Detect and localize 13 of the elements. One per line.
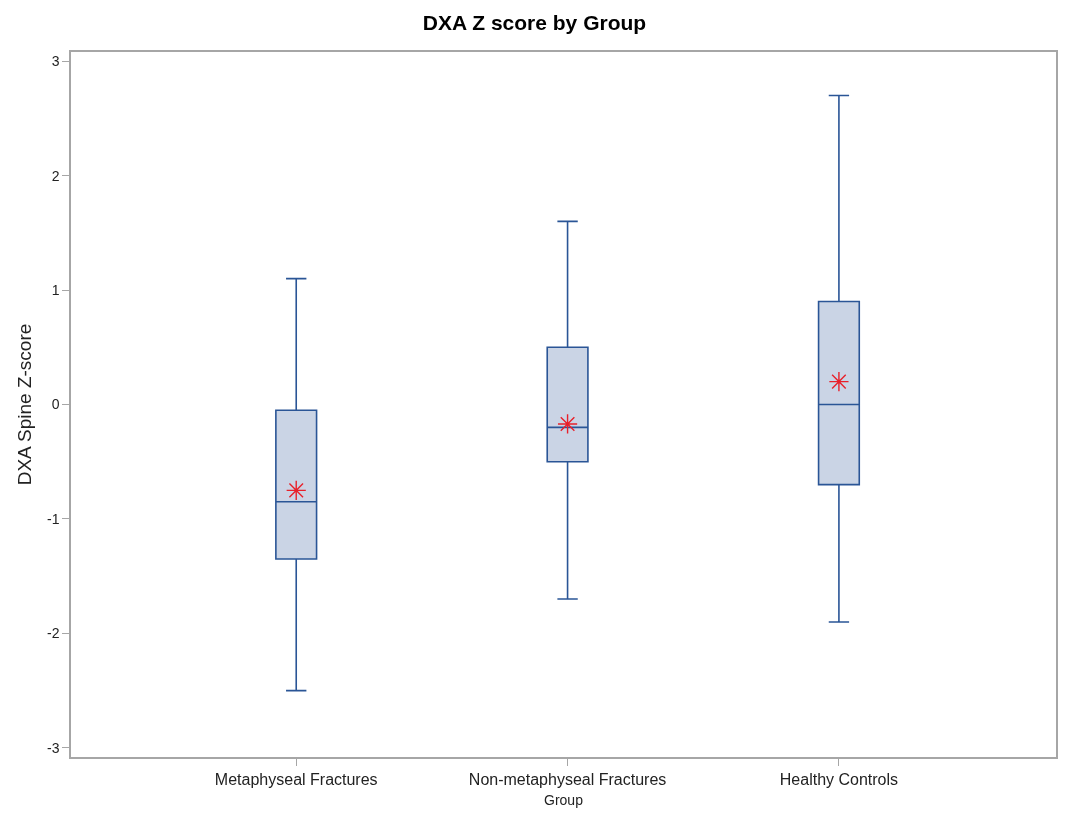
y-tick-label: -3	[47, 739, 60, 756]
chart-title: DXA Z score by Group	[422, 10, 647, 34]
y-axis-title: DXA Spine Z-score	[14, 323, 36, 486]
x-axis-title: Group	[544, 791, 584, 808]
x-tick-label: Metaphyseal Fractures	[214, 770, 378, 788]
y-tick-label: 2	[51, 167, 60, 184]
y-tick-label: -2	[47, 625, 60, 642]
x-tick-label: Non-metaphyseal Fractures	[468, 770, 667, 788]
y-tick-label: -1	[47, 510, 60, 527]
x-tick-label: Healthy Controls	[779, 770, 899, 788]
y-tick-label: 1	[51, 281, 60, 298]
y-tick-label: 3	[51, 53, 60, 70]
y-tick-label: 0	[51, 396, 60, 413]
